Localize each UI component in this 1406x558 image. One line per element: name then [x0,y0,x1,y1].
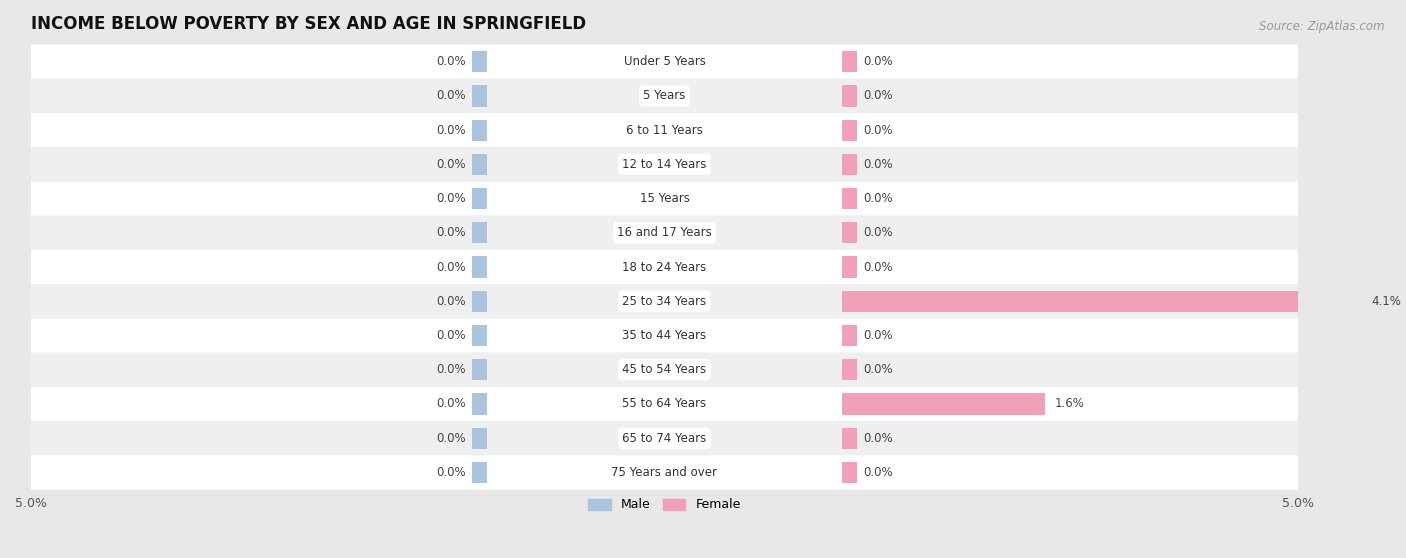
Text: 75 Years and over: 75 Years and over [612,466,717,479]
Text: 0.0%: 0.0% [863,55,893,68]
Text: 0.0%: 0.0% [436,158,465,171]
Bar [472,325,486,346]
Bar [472,222,486,243]
Text: 0.0%: 0.0% [863,432,893,445]
Bar [842,222,858,243]
Text: 0.0%: 0.0% [436,329,465,342]
FancyBboxPatch shape [31,421,1298,455]
FancyBboxPatch shape [31,455,1298,489]
Text: 45 to 54 Years: 45 to 54 Years [623,363,707,376]
Text: 0.0%: 0.0% [436,397,465,411]
FancyBboxPatch shape [31,319,1298,353]
Bar [842,154,858,175]
Text: 1.6%: 1.6% [1054,397,1084,411]
FancyBboxPatch shape [31,250,1298,284]
FancyBboxPatch shape [31,284,1298,319]
Bar [842,188,858,209]
Bar [472,51,486,73]
Text: 35 to 44 Years: 35 to 44 Years [623,329,707,342]
Text: 0.0%: 0.0% [863,363,893,376]
FancyBboxPatch shape [31,181,1298,216]
Text: 5 Years: 5 Years [644,89,686,103]
Text: 0.0%: 0.0% [863,89,893,103]
Bar [842,51,858,73]
Text: Under 5 Years: Under 5 Years [623,55,706,68]
Text: 18 to 24 Years: 18 to 24 Years [623,261,707,273]
Text: 6 to 11 Years: 6 to 11 Years [626,124,703,137]
FancyBboxPatch shape [31,79,1298,113]
FancyBboxPatch shape [31,353,1298,387]
Text: 0.0%: 0.0% [436,55,465,68]
Bar [842,85,858,107]
Bar [472,291,486,312]
FancyBboxPatch shape [31,216,1298,250]
Bar [842,427,858,449]
Bar [472,462,486,483]
Text: 0.0%: 0.0% [863,329,893,342]
FancyBboxPatch shape [31,147,1298,181]
Text: 25 to 34 Years: 25 to 34 Years [623,295,707,308]
Text: Source: ZipAtlas.com: Source: ZipAtlas.com [1260,20,1385,32]
Bar [472,85,486,107]
Text: 0.0%: 0.0% [436,363,465,376]
Bar [472,257,486,278]
Bar [842,359,858,381]
FancyBboxPatch shape [31,113,1298,147]
Text: 0.0%: 0.0% [436,192,465,205]
Text: 0.0%: 0.0% [436,432,465,445]
Text: 0.0%: 0.0% [436,89,465,103]
FancyBboxPatch shape [31,45,1298,79]
Bar [842,257,858,278]
Text: 0.0%: 0.0% [863,124,893,137]
Bar [842,325,858,346]
Text: 4.1%: 4.1% [1371,295,1402,308]
Text: 0.0%: 0.0% [436,261,465,273]
Text: INCOME BELOW POVERTY BY SEX AND AGE IN SPRINGFIELD: INCOME BELOW POVERTY BY SEX AND AGE IN S… [31,15,586,33]
Bar [842,291,1361,312]
Bar [842,119,858,141]
Bar [472,393,486,415]
Bar [472,119,486,141]
Text: 16 and 17 Years: 16 and 17 Years [617,227,711,239]
FancyBboxPatch shape [31,387,1298,421]
Text: 0.0%: 0.0% [863,192,893,205]
Text: 0.0%: 0.0% [436,227,465,239]
Bar [472,154,486,175]
Bar [472,188,486,209]
Text: 0.0%: 0.0% [863,227,893,239]
Bar [472,427,486,449]
Text: 0.0%: 0.0% [863,261,893,273]
Bar [842,462,858,483]
Text: 0.0%: 0.0% [436,466,465,479]
Text: 12 to 14 Years: 12 to 14 Years [623,158,707,171]
Text: 0.0%: 0.0% [436,295,465,308]
Text: 55 to 64 Years: 55 to 64 Years [623,397,707,411]
Text: 0.0%: 0.0% [436,124,465,137]
Legend: Male, Female: Male, Female [583,493,745,516]
Text: 0.0%: 0.0% [863,158,893,171]
Text: 15 Years: 15 Years [640,192,689,205]
Bar [842,393,1045,415]
Text: 65 to 74 Years: 65 to 74 Years [623,432,707,445]
Text: 0.0%: 0.0% [863,466,893,479]
Bar [472,359,486,381]
